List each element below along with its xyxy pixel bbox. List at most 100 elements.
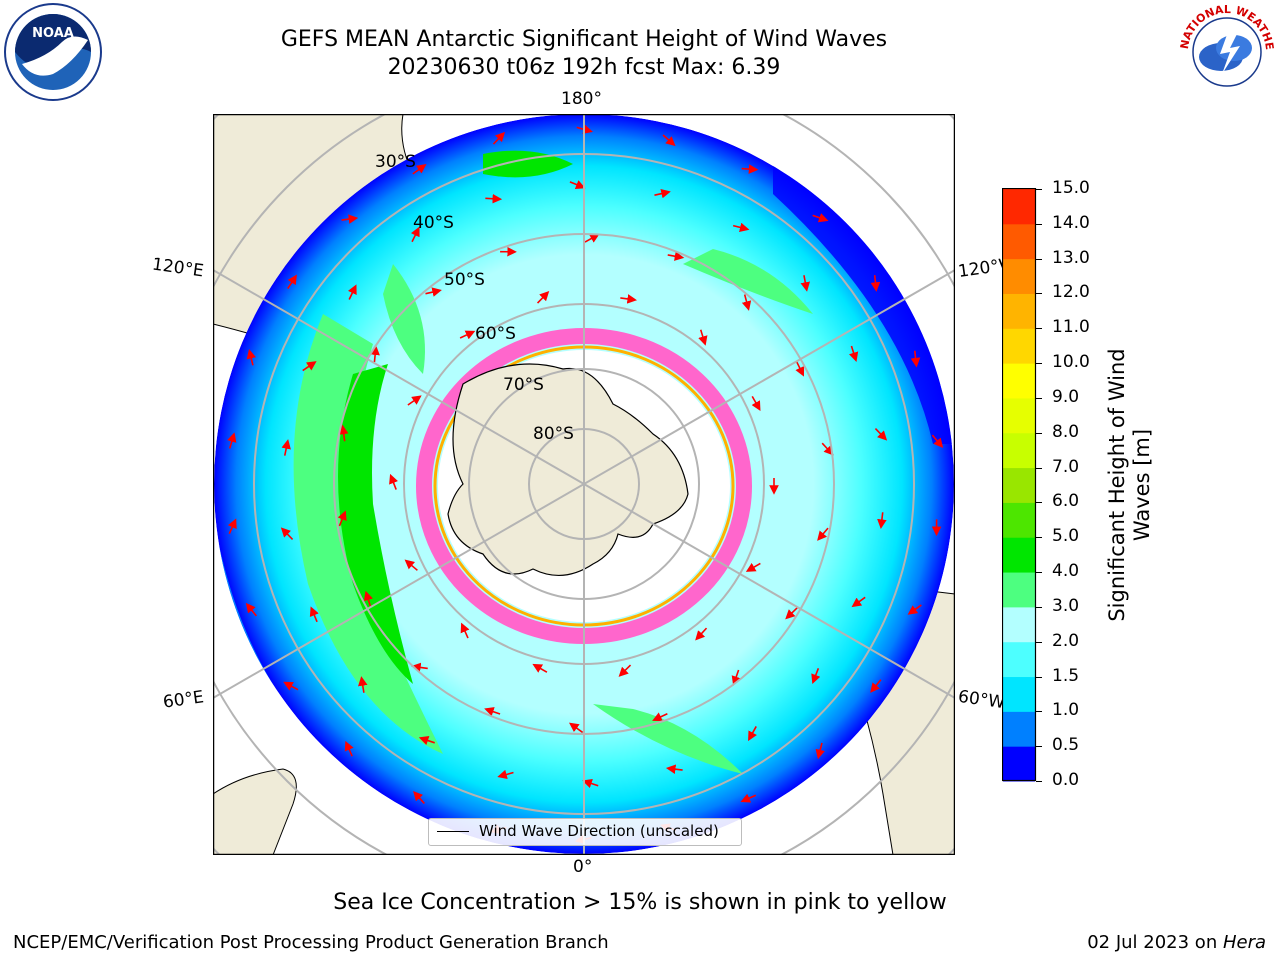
colorbar-tick-mark bbox=[1036, 711, 1042, 713]
noaa-logo-text: NOAA bbox=[32, 26, 74, 41]
colorbar-segment bbox=[1003, 606, 1035, 643]
wind-wave-arrow bbox=[404, 559, 418, 571]
wind-wave-arrow bbox=[800, 275, 810, 292]
wind-wave-arrow bbox=[412, 164, 427, 175]
chart-subtitle: 20230630 t06z 192h fcst Max: 6.39 bbox=[387, 55, 781, 80]
colorbar-tick-mark bbox=[1036, 537, 1042, 539]
colorbar-tick-label: 7.0 bbox=[1052, 456, 1080, 477]
colorbar-tick-label: 2.0 bbox=[1052, 630, 1080, 651]
land-antarctica bbox=[447, 363, 689, 577]
wind-wave-arrow bbox=[569, 180, 586, 190]
wind-wave-arrow bbox=[302, 361, 317, 372]
wind-wave-arrow bbox=[227, 518, 237, 535]
colorbar-segment bbox=[1003, 189, 1035, 225]
colorbar-segment bbox=[1003, 572, 1035, 608]
wind-wave-arrow bbox=[576, 124, 593, 134]
credit-line: NCEP/EMC/Verification Post Processing Pr… bbox=[13, 932, 609, 953]
date-stamp: 02 Jul 2023 on Hera bbox=[1087, 932, 1266, 953]
colorbar-tick-label: 11.0 bbox=[1052, 317, 1090, 338]
wind-wave-arrow bbox=[347, 284, 357, 300]
wind-wave-arrow bbox=[582, 778, 599, 789]
lat-label-40s: 40°S bbox=[413, 213, 454, 233]
colorbar-tick-label: 4.0 bbox=[1052, 561, 1080, 582]
wind-wave-arrow bbox=[358, 676, 368, 693]
wind-wave-arrow bbox=[851, 596, 866, 608]
wind-wave-arrow bbox=[732, 222, 750, 233]
wind-wave-arrow bbox=[877, 512, 887, 529]
lat-label-80s: 80°S bbox=[533, 424, 574, 444]
colorbar-tick-label: 1.0 bbox=[1052, 700, 1080, 721]
wind-wave-arrow bbox=[795, 361, 805, 377]
colorbar-tick-mark bbox=[1036, 641, 1042, 643]
colorbar-tick-mark bbox=[1036, 258, 1042, 260]
wave-band-green bbox=[293, 314, 443, 754]
colorbar-segment bbox=[1003, 676, 1035, 712]
colorbar-segment bbox=[1003, 537, 1035, 573]
wind-wave-arrow bbox=[532, 663, 548, 673]
legend-line-swatch bbox=[437, 831, 469, 832]
colorbar-tick-mark bbox=[1036, 223, 1042, 225]
wind-wave-arrow bbox=[870, 679, 882, 693]
colorbar-segment bbox=[1003, 397, 1035, 434]
colorbar-segment bbox=[1003, 328, 1035, 364]
wind-wave-arrow bbox=[411, 662, 428, 673]
wind-wave-arrow bbox=[931, 434, 944, 449]
wind-wave-arrow bbox=[665, 764, 683, 774]
wind-wave-arrow bbox=[741, 164, 759, 174]
wind-wave-arrow bbox=[652, 712, 668, 722]
lat-label-60s: 60°S bbox=[475, 324, 516, 344]
colorbar-tick-mark bbox=[1036, 746, 1042, 748]
wind-wave-arrow bbox=[425, 287, 442, 297]
lon-label-0: 0° bbox=[573, 857, 593, 877]
noaa-logo: NOAA bbox=[4, 3, 102, 101]
wind-wave-arrow bbox=[410, 226, 420, 243]
wind-wave-arrow bbox=[910, 350, 921, 368]
polar-map bbox=[213, 114, 955, 855]
colorbar-tick-mark bbox=[1036, 572, 1042, 574]
wind-wave-arrow bbox=[227, 432, 237, 449]
colorbar-tick-mark bbox=[1036, 397, 1042, 399]
wind-wave-arrow bbox=[569, 722, 584, 734]
colorbar-segment bbox=[1003, 363, 1035, 399]
colorbar-tick-label: 6.0 bbox=[1052, 491, 1080, 512]
wind-wave-arrow bbox=[870, 275, 881, 292]
wind-wave-arrow bbox=[815, 742, 825, 760]
wind-wave-arrow bbox=[874, 428, 888, 441]
colorbar-label: Significant Height of Wind Waves [m] bbox=[1105, 348, 1154, 622]
wind-wave-arrow bbox=[245, 602, 257, 617]
colorbar-tick-mark bbox=[1036, 432, 1042, 434]
wind-wave-arrow bbox=[370, 345, 380, 363]
wind-wave-arrow bbox=[811, 668, 821, 685]
wind-wave-arrow bbox=[497, 769, 514, 780]
wind-wave-arrow bbox=[741, 294, 752, 311]
colorbar-tick-label: 8.0 bbox=[1052, 421, 1080, 442]
wind-wave-arrow bbox=[246, 348, 256, 366]
wind-wave-arrow bbox=[280, 527, 294, 540]
date-text: 02 Jul 2023 bbox=[1087, 932, 1190, 953]
colorbar-tick-mark bbox=[1036, 328, 1042, 330]
wind-wave-arrow bbox=[283, 681, 299, 691]
lon-label-60e: 60°E bbox=[161, 687, 206, 713]
nws-logo: NATIONAL WEATHER SERVICE bbox=[1176, 2, 1276, 100]
map-legend: Wind Wave Direction (unscaled) bbox=[428, 818, 742, 846]
wind-wave-arrow bbox=[667, 251, 685, 261]
wind-wave-arrow bbox=[740, 793, 757, 803]
wind-wave-arrow bbox=[492, 131, 506, 145]
colorbar-tick-label: 3.0 bbox=[1052, 595, 1080, 616]
wind-wave-arrow bbox=[817, 527, 829, 541]
wind-wave-arrow bbox=[287, 274, 297, 290]
wind-wave-arrow bbox=[459, 330, 476, 340]
wind-wave-arrow bbox=[731, 669, 741, 686]
wind-wave-arrow bbox=[413, 791, 425, 805]
lat-label-50s: 50°S bbox=[444, 270, 485, 290]
colorbar-tick-mark bbox=[1036, 781, 1042, 782]
wind-wave-arrow bbox=[338, 424, 349, 442]
wind-wave-arrow bbox=[536, 291, 550, 304]
lat-label-30s: 30°S bbox=[375, 152, 416, 172]
wind-wave-arrow bbox=[620, 294, 637, 304]
wind-wave-arrow bbox=[654, 188, 671, 199]
colorbar-segment bbox=[1003, 258, 1035, 294]
colorbar-segment bbox=[1003, 502, 1035, 538]
colorbar-tick-mark bbox=[1036, 363, 1042, 365]
colorbar-tick-mark bbox=[1036, 293, 1042, 295]
